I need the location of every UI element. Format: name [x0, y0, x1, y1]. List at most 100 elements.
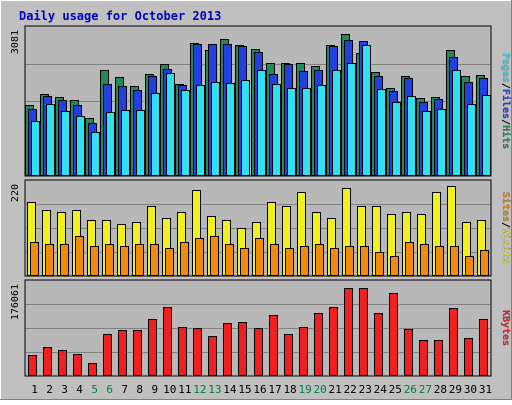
bar-kbytes-day-18 — [284, 334, 293, 376]
bar-pages-day-23 — [362, 45, 371, 176]
x-tick-label: 21 — [329, 383, 342, 396]
bar-kbytes-day-1 — [28, 355, 37, 376]
bar-kbytes-day-20 — [314, 313, 323, 376]
bar-kbytes-day-3 — [58, 350, 67, 376]
bar-kbytes-day-22 — [344, 288, 353, 376]
x-tick-label: 30 — [464, 383, 477, 396]
bar-sites-day-17 — [270, 244, 279, 276]
bar-pages-day-22 — [347, 63, 356, 176]
bar-sites-day-26 — [405, 242, 414, 276]
bar-kbytes-day-31 — [479, 319, 488, 376]
bar-sites-day-24 — [375, 252, 384, 276]
x-tick-label: 17 — [268, 383, 281, 396]
x-tick-label: 7 — [121, 383, 128, 396]
bar-pages-day-7 — [121, 110, 130, 176]
bar-sites-day-18 — [285, 248, 294, 276]
bar-pages-day-11 — [181, 90, 190, 176]
bar-kbytes-day-11 — [178, 327, 187, 376]
bar-kbytes-day-15 — [238, 322, 247, 376]
bar-kbytes-day-27 — [419, 340, 428, 376]
bar-pages-day-21 — [332, 70, 341, 176]
bar-pages-day-5 — [91, 132, 100, 176]
x-tick-label: 4 — [76, 383, 83, 396]
x-tick-label: 22 — [344, 383, 357, 396]
bar-pages-day-2 — [46, 104, 55, 176]
bar-kbytes-day-4 — [73, 354, 82, 376]
bar-sites-day-14 — [225, 244, 234, 276]
x-tick-label: 12 — [193, 383, 206, 396]
bar-sites-day-16 — [255, 238, 264, 276]
legend-hits: Hits — [500, 125, 512, 149]
x-tick-label: 9 — [151, 383, 158, 396]
bar-kbytes-day-10 — [163, 307, 172, 376]
legend-visits: Visits — [500, 228, 512, 264]
side-legend-text: Pages/Files/Hits — [500, 53, 512, 149]
x-tick-label: 2 — [46, 383, 53, 396]
bar-kbytes-day-23 — [359, 288, 368, 376]
bar-sites-day-7 — [120, 246, 129, 276]
x-tick-label: 15 — [238, 383, 251, 396]
x-tick-label: 1 — [31, 383, 38, 396]
x-tick-label: 16 — [253, 383, 266, 396]
bar-pages-day-19 — [302, 88, 311, 176]
bar-sites-day-19 — [300, 246, 309, 276]
bar-sites-day-11 — [180, 242, 189, 276]
legend-kbytes: KBytes — [500, 310, 511, 346]
y-max-label: 176061 — [10, 284, 21, 320]
x-tick-label: 24 — [374, 383, 388, 396]
bar-sites-day-28 — [435, 246, 444, 276]
bar-pages-day-28 — [437, 109, 446, 176]
bar-pages-day-3 — [61, 111, 70, 176]
bar-kbytes-day-2 — [43, 347, 52, 376]
bar-kbytes-day-28 — [434, 340, 443, 376]
x-tick-label: 29 — [449, 383, 462, 396]
bar-sites-day-6 — [105, 244, 114, 276]
x-axis: 1 2 3 4 5 6 7 8 9 10 11 12 13 14 15 16 17 18 19 20 21 22 23 24 2… — [31, 383, 492, 396]
x-tick-label: 14 — [223, 383, 237, 396]
bar-pages-day-4 — [76, 116, 85, 176]
panel-kbytes: 176061 KBytes — [10, 279, 511, 377]
bar-sites-day-4 — [75, 236, 84, 276]
x-tick-label: 11 — [178, 383, 191, 396]
x-tick-label: 31 — [479, 383, 492, 396]
bar-kbytes-day-8 — [133, 330, 142, 376]
x-tick-label: 18 — [283, 383, 296, 396]
bar-kbytes-day-29 — [449, 308, 458, 376]
bar-sites-day-25 — [390, 256, 399, 276]
bar-pages-day-24 — [377, 89, 386, 176]
bar-kbytes-day-26 — [404, 329, 413, 376]
legend-pages: Pages — [500, 53, 511, 83]
x-tick-label: 19 — [298, 383, 311, 396]
bar-sites-day-12 — [195, 238, 204, 276]
legend-files: Files — [500, 89, 512, 119]
bar-sites-day-8 — [135, 244, 144, 276]
bar-kbytes-day-30 — [464, 338, 473, 376]
side-legend-text: KBytes — [500, 310, 511, 346]
bar-pages-day-27 — [422, 111, 431, 176]
bar-sites-day-3 — [60, 244, 69, 276]
bar-pages-day-17 — [272, 84, 281, 176]
side-legend-visits-sites: Sites/Visits — [500, 192, 512, 264]
x-tick-label: 27 — [419, 383, 432, 396]
bar-sites-day-23 — [360, 246, 369, 276]
bar-kbytes-day-14 — [223, 323, 232, 376]
bar-sites-day-1 — [30, 242, 39, 276]
bar-sites-day-31 — [480, 250, 489, 276]
panel-visits-sites: 220 Sites/Visits — [10, 179, 512, 277]
bar-kbytes-day-16 — [254, 328, 263, 376]
x-tick-label: 25 — [389, 383, 402, 396]
bar-kbytes-day-9 — [148, 319, 157, 376]
bar-pages-day-6 — [106, 112, 115, 176]
bar-sites-day-20 — [315, 244, 324, 276]
bar-pages-day-29 — [452, 70, 461, 176]
bar-kbytes-day-19 — [299, 327, 308, 376]
bar-kbytes-day-5 — [88, 363, 97, 376]
bar-pages-day-31 — [482, 95, 491, 176]
bar-sites-day-27 — [420, 244, 429, 276]
legend-separator: / — [500, 119, 511, 125]
bar-kbytes-day-7 — [118, 330, 127, 376]
bar-sites-day-2 — [45, 244, 54, 276]
bar-sites-day-30 — [465, 256, 474, 276]
